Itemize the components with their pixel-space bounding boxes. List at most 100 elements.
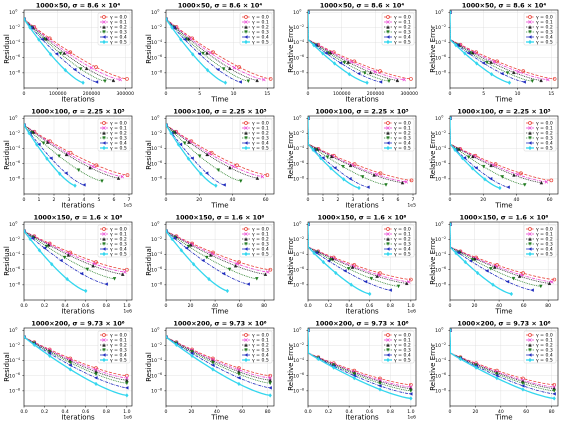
legend-marker — [528, 126, 532, 130]
legend-label: γ = 0.3 — [394, 242, 411, 248]
data-point — [373, 70, 378, 74]
y-tick-label: 10 — [151, 146, 157, 152]
legend-label: γ = 0.4 — [252, 141, 269, 147]
data-point — [231, 164, 236, 169]
y-tick-label: 10 — [435, 358, 441, 364]
data-point — [57, 154, 61, 158]
y-tick-exponent: 0 — [157, 327, 159, 331]
chart-title: 1000×100, σ = 2.25 × 10⁵ — [457, 108, 550, 116]
data-point — [409, 396, 413, 401]
legend-label: γ = 0.5 — [394, 40, 411, 46]
legend-label: γ = 0.3 — [110, 30, 127, 36]
y-tick-label: 10 — [293, 10, 299, 16]
y-tick-exponent: −4 — [441, 251, 446, 255]
legend-label: γ = 0.3 — [110, 136, 127, 142]
legend-marker — [102, 343, 106, 347]
series-line — [24, 124, 119, 179]
series-line — [24, 230, 123, 275]
data-point — [65, 50, 70, 55]
x-axis-label: Time — [494, 202, 512, 210]
legend-label: γ = 0.5 — [394, 252, 411, 258]
legend-marker — [102, 20, 106, 24]
data-point — [332, 61, 337, 66]
legend-marker — [528, 357, 532, 363]
data-point — [211, 363, 215, 367]
series-line — [450, 330, 555, 395]
data-point — [94, 381, 98, 387]
data-point — [186, 156, 191, 161]
data-point — [324, 51, 328, 55]
data-point — [396, 284, 401, 289]
data-point — [91, 164, 95, 169]
series-line — [450, 224, 512, 295]
series-group — [308, 10, 413, 85]
legend-marker — [386, 338, 390, 342]
legend-label: γ = 0.4 — [536, 141, 553, 147]
legend-marker — [528, 353, 532, 357]
data-point — [348, 163, 353, 168]
legend-marker — [244, 25, 248, 29]
y-tick-label: 10 — [293, 358, 299, 364]
y-tick-label: 10 — [293, 222, 299, 228]
series-line — [450, 224, 533, 291]
series-line — [166, 18, 241, 83]
x-tick-label: 1 — [322, 197, 325, 203]
x-tick-label: 0.6 — [82, 409, 89, 415]
series-line — [166, 230, 271, 271]
series-line — [308, 224, 391, 291]
x-axis-label: Time — [494, 308, 512, 316]
legend-marker — [244, 348, 248, 352]
legend-marker — [528, 141, 532, 145]
y-axis-label: Relative Error — [287, 131, 295, 179]
data-point — [24, 334, 26, 340]
data-point — [190, 156, 194, 160]
x-axis-label: Time — [210, 202, 228, 210]
x-tick-label: 0 — [449, 409, 452, 415]
data-point — [319, 155, 323, 161]
legend-label: γ = 0.5 — [536, 40, 553, 46]
y-tick-exponent: −4 — [299, 39, 304, 43]
x-tick-label: 0 — [165, 197, 168, 203]
legend-label: γ = 0.5 — [536, 146, 553, 152]
x-tick-label: 4 — [367, 197, 370, 203]
x-tick-label: 7 — [128, 197, 131, 203]
data-point — [103, 79, 107, 84]
series-line — [308, 224, 409, 283]
data-point — [346, 60, 350, 64]
legend-label: γ = 0.1 — [252, 126, 269, 132]
series-group — [308, 116, 414, 191]
y-tick-label: 10 — [435, 328, 441, 334]
data-point — [505, 71, 510, 75]
y-tick-exponent: −4 — [157, 145, 162, 149]
data-point — [352, 375, 356, 381]
legend-label: γ = 0.5 — [252, 40, 269, 46]
x-tick-label: 0.2 — [41, 409, 48, 415]
legend-label: γ = 0.3 — [536, 136, 553, 142]
series-line — [24, 230, 115, 280]
y-tick-exponent: −4 — [441, 145, 446, 149]
legend-label: γ = 0.2 — [536, 131, 553, 137]
legend-marker — [528, 247, 532, 251]
data-point — [45, 140, 50, 144]
x-tick-label: 5 — [98, 197, 101, 203]
legend-marker — [386, 121, 390, 125]
series-line — [450, 118, 547, 183]
legend-label: γ = 0.1 — [536, 126, 553, 132]
data-point — [221, 67, 226, 71]
data-point — [519, 171, 523, 176]
legend-label: γ = 0.5 — [252, 252, 269, 258]
x-tick-label: 0 — [165, 409, 168, 415]
legend-marker — [386, 242, 390, 246]
legend-marker — [102, 232, 106, 236]
y-tick-label: 10 — [151, 131, 157, 137]
y-tick-label: 10 — [435, 176, 441, 182]
data-point — [176, 142, 181, 147]
y-tick-label: 10 — [9, 146, 15, 152]
data-point — [125, 173, 130, 177]
legend-label: γ = 0.2 — [252, 343, 269, 349]
y-tick-exponent: −2 — [299, 342, 304, 346]
legend-label: γ = 0.1 — [394, 232, 411, 238]
series-group — [166, 228, 273, 294]
y-axis-label: Relative Error — [287, 237, 295, 285]
